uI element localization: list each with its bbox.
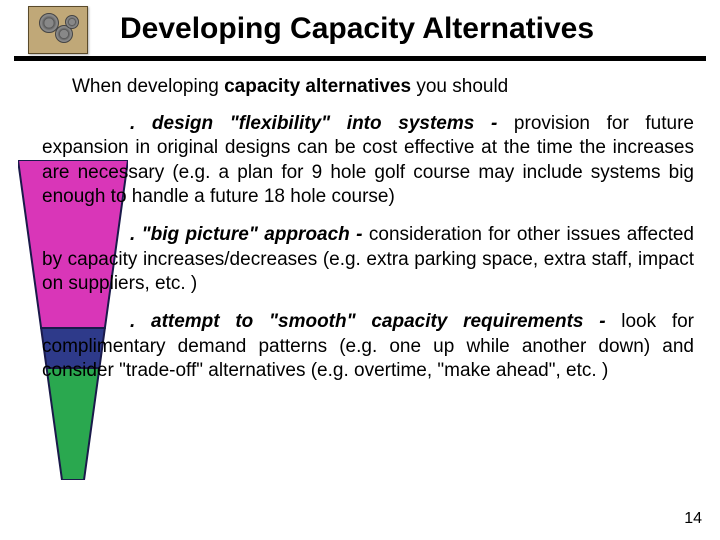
- gear-box-icon: [28, 6, 88, 54]
- intro-pre: When developing: [72, 76, 224, 97]
- bullet-3-lead: . attempt to "smooth" capacity requireme…: [130, 311, 621, 332]
- slide-corner-icon: [28, 6, 98, 62]
- intro-bold: capacity alternatives: [224, 76, 411, 97]
- slide-title: Developing Capacity Alternatives: [120, 12, 700, 46]
- title-underline: [14, 56, 706, 61]
- page-number: 14: [684, 510, 702, 528]
- bullet-1-lead: . design "flexibility" into systems -: [130, 113, 514, 134]
- intro-line: When developing capacity alternatives yo…: [72, 76, 508, 98]
- bullet-2-lead: . "big picture" approach -: [130, 224, 369, 245]
- intro-post: you should: [411, 76, 508, 97]
- bullet-3: . attempt to "smooth" capacity requireme…: [42, 310, 694, 383]
- content-area: . design "flexibility" into systems - pr…: [42, 112, 694, 397]
- gear-icon: [65, 15, 79, 29]
- bullet-1: . design "flexibility" into systems - pr…: [42, 112, 694, 209]
- bullet-2: . "big picture" approach - consideration…: [42, 223, 694, 296]
